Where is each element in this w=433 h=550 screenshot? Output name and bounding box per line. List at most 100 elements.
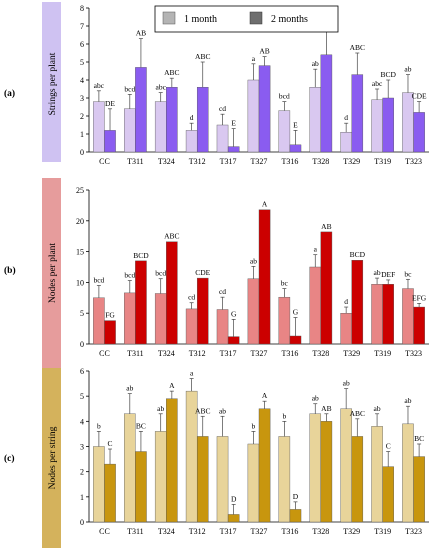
significance-label: AB bbox=[321, 222, 331, 231]
significance-label: abc bbox=[155, 83, 166, 92]
bar bbox=[258, 408, 271, 523]
x-tick-label: T328 bbox=[312, 527, 329, 536]
bar bbox=[135, 451, 147, 523]
bar bbox=[340, 408, 352, 523]
significance-label: cd bbox=[219, 104, 226, 113]
bar bbox=[227, 336, 240, 345]
x-tick-label: T328 bbox=[312, 157, 329, 166]
bar bbox=[289, 509, 302, 523]
legend-swatch-2-months bbox=[249, 11, 263, 25]
bar bbox=[320, 421, 333, 523]
bar bbox=[371, 284, 383, 345]
significance-label: bcd bbox=[93, 275, 104, 284]
significance-label: D bbox=[293, 492, 299, 501]
y-tick-label: 15 bbox=[76, 248, 84, 257]
x-tick-label: T327 bbox=[251, 349, 268, 358]
x-tick-label: T319 bbox=[374, 157, 391, 166]
panel-a: Strings per plant (a) 012345678CCabcDET3… bbox=[4, 2, 429, 166]
significance-label: ab bbox=[404, 65, 411, 74]
significance-label: BCD bbox=[350, 250, 366, 259]
y-tick-label: 0 bbox=[80, 340, 84, 349]
bar bbox=[196, 86, 209, 153]
y-tick-label: 5 bbox=[80, 309, 84, 318]
bar bbox=[166, 86, 178, 153]
significance-label: C bbox=[108, 439, 113, 448]
significance-label: A bbox=[262, 200, 268, 209]
bar bbox=[93, 297, 105, 345]
significance-label: C bbox=[386, 442, 391, 451]
bar bbox=[320, 54, 333, 153]
y-tick-label: 7 bbox=[80, 22, 84, 31]
y-tick-label: 6 bbox=[80, 367, 84, 376]
bar bbox=[166, 398, 178, 523]
x-tick-label: T323 bbox=[405, 527, 422, 536]
significance-label: b bbox=[252, 421, 256, 430]
legend: 1 month 2 months bbox=[154, 5, 339, 33]
significance-label: ABC bbox=[164, 68, 179, 77]
bar bbox=[371, 99, 383, 153]
y-tick-label: 5 bbox=[80, 58, 84, 67]
significance-label: ab bbox=[250, 256, 257, 265]
x-tick-label: T319 bbox=[374, 527, 391, 536]
significance-label: a bbox=[314, 245, 318, 254]
significance-label: b bbox=[97, 421, 101, 430]
significance-label: D bbox=[231, 494, 237, 503]
x-tick-label: T317 bbox=[220, 157, 237, 166]
x-tick-label: T323 bbox=[405, 349, 422, 358]
panel-b-band bbox=[42, 178, 61, 368]
bar bbox=[413, 306, 425, 345]
y-tick-label: 1 bbox=[80, 493, 84, 502]
x-tick-label: T324 bbox=[158, 527, 175, 536]
panel-b-label: (b) bbox=[4, 265, 16, 276]
significance-label: bcd bbox=[124, 84, 135, 93]
panel-c: Nodes per string (c) 0123456CCbCT311abBC… bbox=[4, 367, 429, 548]
x-tick-label: T327 bbox=[251, 527, 268, 536]
bar bbox=[258, 65, 271, 153]
bar bbox=[351, 74, 364, 153]
x-tick-label: T327 bbox=[251, 157, 268, 166]
bar bbox=[247, 443, 260, 523]
significance-label: cd bbox=[219, 287, 226, 296]
significance-label: ABC bbox=[164, 232, 179, 241]
bar bbox=[309, 413, 322, 523]
significance-label: BC bbox=[414, 434, 424, 443]
bar bbox=[278, 110, 291, 153]
y-tick-label: 1 bbox=[80, 130, 84, 139]
bar bbox=[124, 413, 136, 523]
y-tick-label: 6 bbox=[80, 40, 84, 49]
bar bbox=[196, 436, 209, 523]
y-tick-label: 8 bbox=[80, 4, 84, 13]
significance-label: BC bbox=[136, 421, 146, 430]
x-tick-label: CC bbox=[99, 349, 110, 358]
bar bbox=[104, 463, 116, 523]
bar bbox=[309, 266, 322, 345]
bar bbox=[227, 146, 240, 153]
y-tick-label: 0 bbox=[80, 148, 84, 157]
bar bbox=[382, 284, 394, 345]
x-tick-label: T317 bbox=[220, 527, 237, 536]
significance-label: AB bbox=[136, 29, 146, 38]
significance-label: ab bbox=[219, 406, 226, 415]
significance-label: DEF bbox=[381, 270, 395, 279]
significance-label: DE bbox=[105, 99, 115, 108]
x-tick-label: T317 bbox=[220, 349, 237, 358]
legend-label-2-months: 2 months bbox=[271, 14, 308, 25]
panel-c-ylabel: Nodes per string bbox=[48, 426, 58, 489]
x-tick-label: T319 bbox=[374, 349, 391, 358]
significance-label: cd bbox=[188, 293, 195, 302]
bar bbox=[135, 67, 147, 153]
x-tick-label: T311 bbox=[127, 527, 144, 536]
x-tick-label: T329 bbox=[343, 349, 360, 358]
panel-a-ylabel: Strings per plant bbox=[48, 52, 58, 115]
significance-label: ABC bbox=[350, 43, 365, 52]
bar bbox=[166, 241, 178, 345]
bar bbox=[93, 446, 105, 523]
panel-a-band bbox=[42, 2, 61, 162]
legend-label-1-month: 1 month bbox=[184, 14, 217, 25]
bar bbox=[135, 260, 147, 345]
x-tick-label: T312 bbox=[189, 349, 206, 358]
significance-label: ab bbox=[157, 404, 164, 413]
bar bbox=[278, 436, 291, 523]
panel-a-plot: 012345678CCabcDET311bcdABT324abcABCT312d… bbox=[80, 4, 429, 166]
bar bbox=[216, 124, 229, 153]
